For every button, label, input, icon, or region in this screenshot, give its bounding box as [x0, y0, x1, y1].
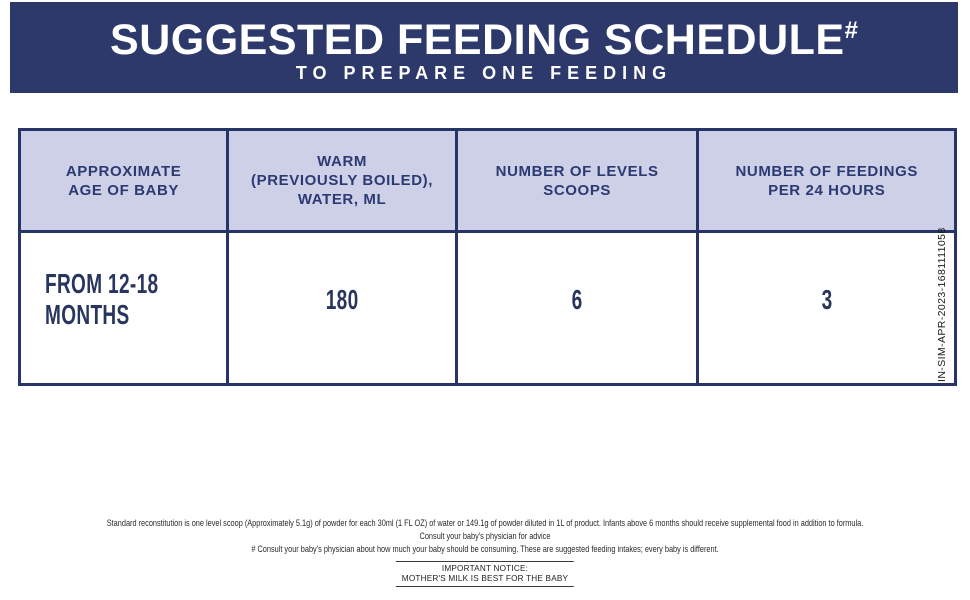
page-title: SUGGESTED FEEDING SCHEDULE# — [10, 9, 958, 62]
table-cell-water: 180 — [226, 233, 455, 383]
column-header-scoops: NUMBER OF LEVELS SCOOPS — [454, 131, 697, 233]
water-ml-value: 180 — [325, 283, 359, 315]
footnote-hash-consult: # Consult your baby's physician about ho… — [251, 544, 719, 554]
footnote-consult-advice: Consult your baby's physician for advice — [419, 531, 551, 541]
important-notice: IMPORTANT NOTICE: MOTHER'S MILK IS BEST … — [395, 561, 575, 587]
page-subtitle: TO PREPARE ONE FEEDING — [295, 63, 673, 83]
footnotes: Standard reconstitution is one level sco… — [21, 517, 949, 556]
scoops-value: 6 — [571, 283, 583, 315]
table-cell-scoops: 6 — [454, 233, 697, 383]
footnote-reconstitution: Standard reconstitution is one level sco… — [106, 518, 864, 528]
column-header-water: WARM (PREVIOUSLY BOILED), WATER, ML — [226, 131, 455, 233]
column-header-feedings: NUMBER OF FEEDINGS PER 24 HOURS — [696, 131, 954, 233]
banner: SUGGESTED FEEDING SCHEDULE# TO PREPARE O… — [10, 2, 958, 93]
table-cell-age: FROM 12-18 MONTHS — [21, 233, 227, 383]
table-cell-feedings: 3 — [696, 233, 954, 383]
feedings-value: 3 — [821, 283, 833, 315]
batch-code-vertical: IN-SIM-APR-2023-1681111058 — [936, 227, 948, 382]
important-notice-heading: IMPORTANT NOTICE: — [441, 564, 529, 573]
age-value: FROM 12-18 MONTHS — [45, 268, 159, 330]
footnote-marker: # — [844, 17, 858, 44]
page-title-text: SUGGESTED FEEDING SCHEDULE — [110, 16, 845, 64]
important-notice-text: MOTHER'S MILK IS BEST FOR THE BABY — [401, 573, 569, 583]
column-header-age: APPROXIMATE AGE OF BABY — [21, 131, 227, 233]
feeding-schedule-table: APPROXIMATE AGE OF BABY WARM (PREVIOUSLY… — [18, 128, 957, 386]
